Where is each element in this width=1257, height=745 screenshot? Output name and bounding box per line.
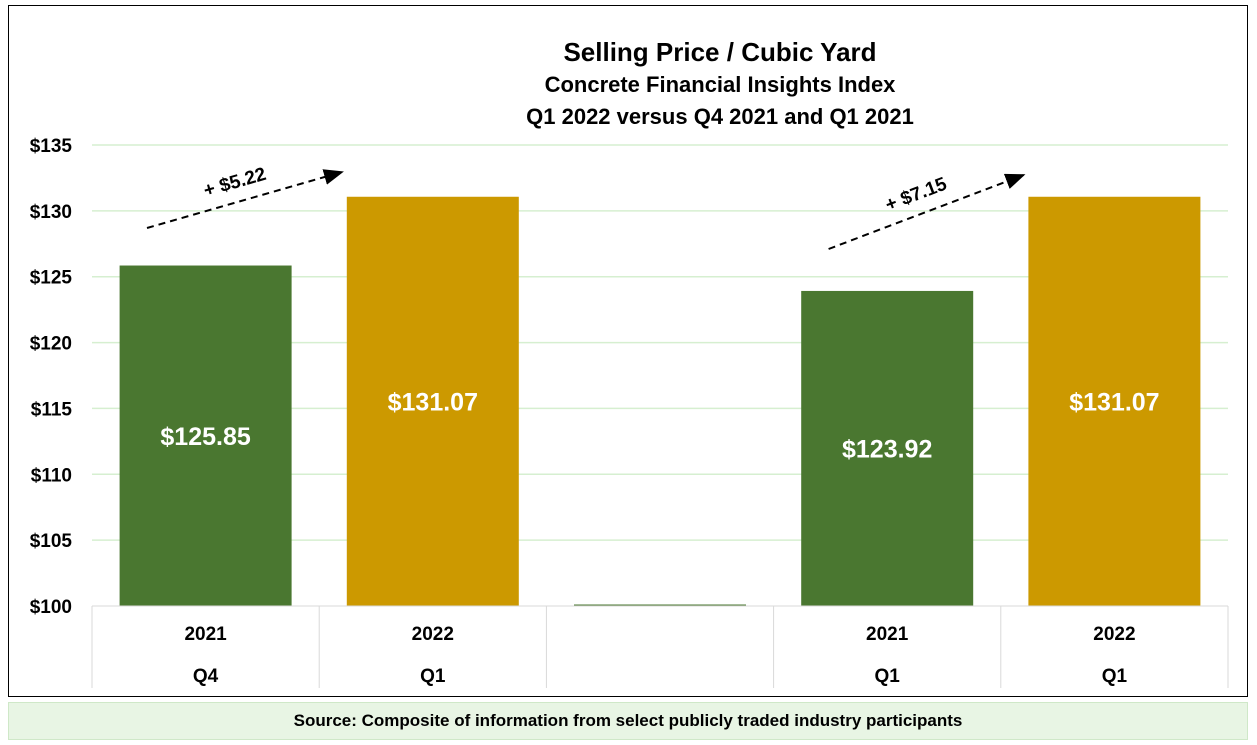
data-label: $123.92 (842, 435, 932, 463)
category-year-label: 2022 (1093, 624, 1135, 645)
category-year-label: 2021 (184, 624, 227, 645)
data-label: $125.85 (160, 423, 250, 451)
category-quarter-label: Q1 (420, 666, 446, 687)
category-year-label: 2021 (866, 624, 909, 645)
bar-chart: Selling Price / Cubic Yard Concrete Fina… (30, 37, 1229, 688)
bar (346, 196, 519, 606)
source-note: Source: Composite of information from se… (8, 702, 1248, 740)
trend-arrow (146, 169, 344, 229)
chart-subtitle-2: Q1 2022 versus Q4 2021 and Q1 2021 (526, 104, 914, 129)
change-annotation: + $7.15 (883, 174, 951, 216)
data-label: $131.07 (388, 388, 478, 416)
y-tick-label: $120 (30, 334, 72, 355)
y-tick-label: $130 (30, 202, 72, 223)
y-tick-label: $110 (31, 465, 72, 486)
bar (574, 604, 746, 606)
bar (801, 290, 974, 606)
chart-frame (8, 5, 1248, 697)
bar (1028, 196, 1201, 606)
chart-subtitle-1: Concrete Financial Insights Index (545, 72, 897, 97)
y-tick-label: $100 (30, 597, 72, 618)
chart-title: Selling Price / Cubic Yard (563, 37, 876, 67)
bar (119, 265, 292, 606)
trend-arrow (828, 173, 1026, 250)
category-year-label: 2022 (412, 624, 454, 645)
y-tick-label: $135 (30, 136, 73, 157)
y-tick-label: $115 (31, 399, 73, 420)
category-quarter-label: Q1 (875, 666, 901, 687)
category-quarter-label: Q4 (193, 666, 219, 687)
category-quarter-label: Q1 (1102, 666, 1128, 687)
change-annotation: + $5.22 (201, 164, 268, 202)
y-tick-label: $105 (30, 531, 73, 552)
y-tick-label: $125 (30, 268, 73, 289)
data-label: $131.07 (1069, 388, 1159, 416)
